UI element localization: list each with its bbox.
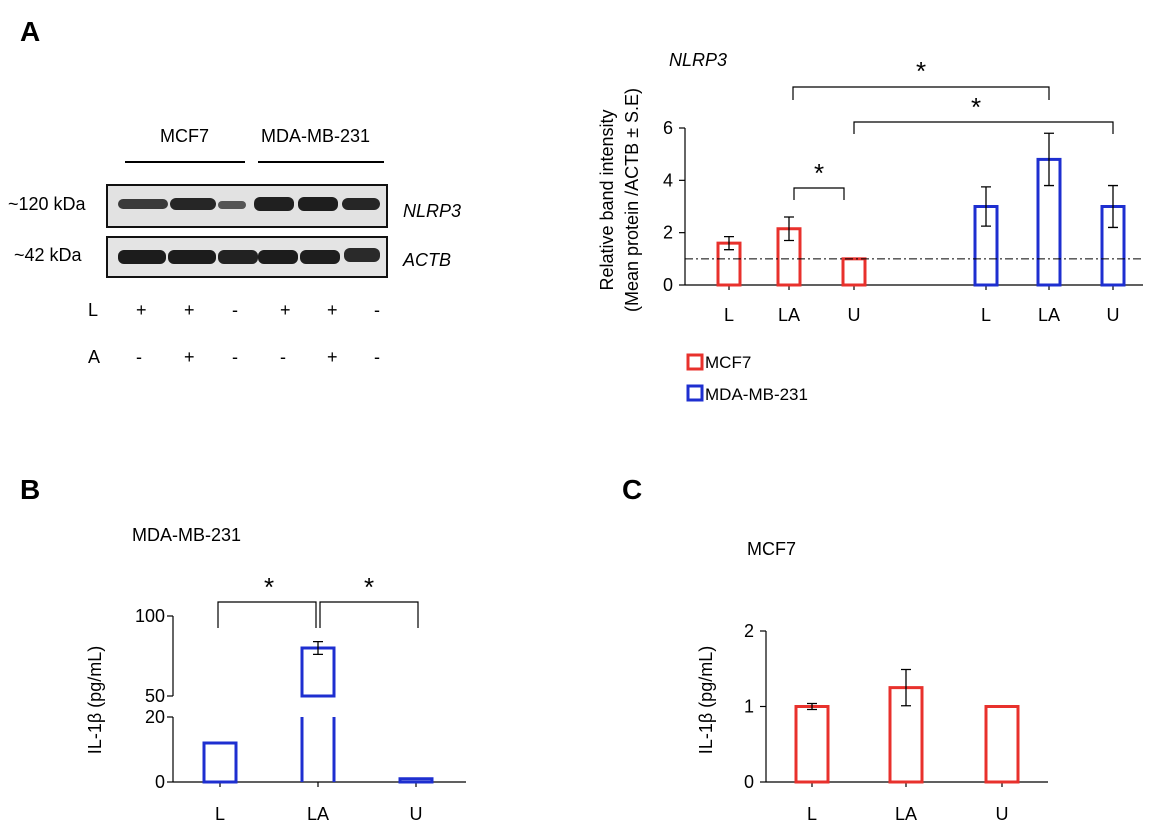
treatment-row-label-l: L (88, 300, 99, 320)
legend-label-mda: MDA-MB-231 (705, 385, 808, 404)
chart-c-x-tick-label: L (807, 804, 817, 824)
chart-a-y-tick-label: 6 (663, 118, 673, 138)
chart-c-bar (984, 705, 1020, 784)
chart-a-y-label: (Mean protein /ACTB ± S.E) (622, 88, 642, 312)
chart-b-bar-lower (300, 717, 336, 782)
chart-a-y-tick-label: 4 (663, 170, 673, 190)
chart-c-error-bar (901, 668, 911, 707)
chart-a-y-tick-label: 2 (663, 223, 673, 243)
chart-a-bar-mcf7 (841, 257, 867, 287)
chart-a-error-bar (784, 216, 794, 242)
chart-b-significance-bracket (217, 601, 317, 628)
chart-b-significance-bracket (319, 601, 419, 628)
chart-c-x-tick-label: LA (895, 804, 917, 824)
chart-a-x-tick-label: U (1107, 305, 1120, 325)
chart-a-significance-bracket (793, 187, 845, 200)
chart-a-x-tick-label: LA (778, 305, 800, 325)
chart-a-significance-bracket (853, 121, 1114, 134)
band-size-42: ~42 kDa (14, 245, 82, 265)
band-size-120: ~120 kDa (8, 194, 86, 214)
chart-a-significance-bracket (792, 86, 1050, 100)
chart-a-title: NLRP3 (669, 50, 727, 70)
chart-c-y-tick-label: 2 (744, 621, 754, 641)
chart-a-x-tick-label: U (848, 305, 861, 325)
chart-a-x-tick-label: LA (1038, 305, 1060, 325)
treatment-mark: + (136, 300, 147, 320)
chart-a-significance-star: * (814, 158, 824, 188)
treatment-mark: - (136, 347, 142, 367)
legend-label-mcf7: MCF7 (705, 353, 751, 372)
group-line-mda (258, 161, 384, 163)
treatment-mark: + (280, 300, 291, 320)
legend-swatch-mda (686, 384, 704, 402)
chart-a-significance-star: * (971, 92, 981, 122)
treatment-mark: + (327, 300, 338, 320)
chart-b-significance-star: * (364, 572, 374, 602)
chart-a-y-label: Relative band intensity (597, 109, 617, 290)
chart-a-error-bar (981, 186, 991, 227)
chart-b-x-tick-label: L (215, 804, 225, 824)
treatment-mark: + (184, 347, 195, 367)
chart-c-y-label: IL-1β (pg/mL) (696, 646, 716, 754)
treatment-mark: + (184, 300, 195, 320)
treatment-mark: - (374, 300, 380, 320)
treatment-mark: - (232, 300, 238, 320)
chart-c-y-tick-label: 1 (744, 697, 754, 717)
chart-b-bar (300, 646, 336, 698)
chart-a-error-bar (724, 235, 734, 251)
treatment-mark: - (280, 347, 286, 367)
chart-c-bar (794, 705, 830, 784)
legend-swatch-mcf7 (686, 353, 704, 371)
blot-strip-actb (106, 236, 388, 278)
blot-group-mcf7: MCF7 (160, 126, 209, 146)
chart-b-significance-star: * (264, 572, 274, 602)
chart-b-y-tick-label: 20 (145, 707, 165, 727)
chart-b-title: MDA-MB-231 (132, 525, 241, 545)
treatment-mark: - (232, 347, 238, 367)
chart-b-bar (202, 741, 238, 784)
chart-b-y-label: IL-1β (pg/mL) (85, 646, 105, 754)
group-line-mcf7 (125, 161, 245, 163)
panel-letter-c: C (622, 474, 643, 505)
chart-c-title: MCF7 (747, 539, 796, 559)
blot-strip-nlrp3 (106, 184, 388, 228)
treatment-mark: + (327, 347, 338, 367)
chart-c-x-tick-label: U (996, 804, 1009, 824)
chart-a-significance-star: * (916, 56, 926, 86)
chart-a-x-tick-label: L (981, 305, 991, 325)
band-protein-actb: ACTB (403, 250, 452, 270)
chart-b-y-tick-label: 100 (135, 606, 165, 626)
chart-b-x-tick-label: U (410, 804, 423, 824)
chart-b-x-tick-label: LA (307, 804, 329, 824)
chart-c-y-tick-label: 0 (744, 772, 754, 792)
chart-a-y-tick-label: 0 (663, 275, 673, 295)
chart-b-error-bar (313, 640, 323, 656)
chart-a-x-tick-label: L (724, 305, 734, 325)
chart-b-bar (398, 777, 434, 784)
panel-letter-b: B (20, 474, 41, 505)
chart-c-error-bar (807, 702, 817, 711)
blot-group-mda: MDA-MB-231 (261, 126, 371, 146)
chart-a-error-bar (1108, 184, 1118, 229)
panel-letter-a: A (20, 16, 41, 47)
chart-b-y-tick-label: 0 (155, 772, 165, 792)
chart-a-error-bar (1044, 132, 1054, 187)
chart-b-y-tick-label: 50 (145, 686, 165, 706)
treatment-mark: - (374, 347, 380, 367)
band-protein-nlrp3: NLRP3 (403, 201, 462, 221)
treatment-row-label-a: A (88, 347, 101, 367)
